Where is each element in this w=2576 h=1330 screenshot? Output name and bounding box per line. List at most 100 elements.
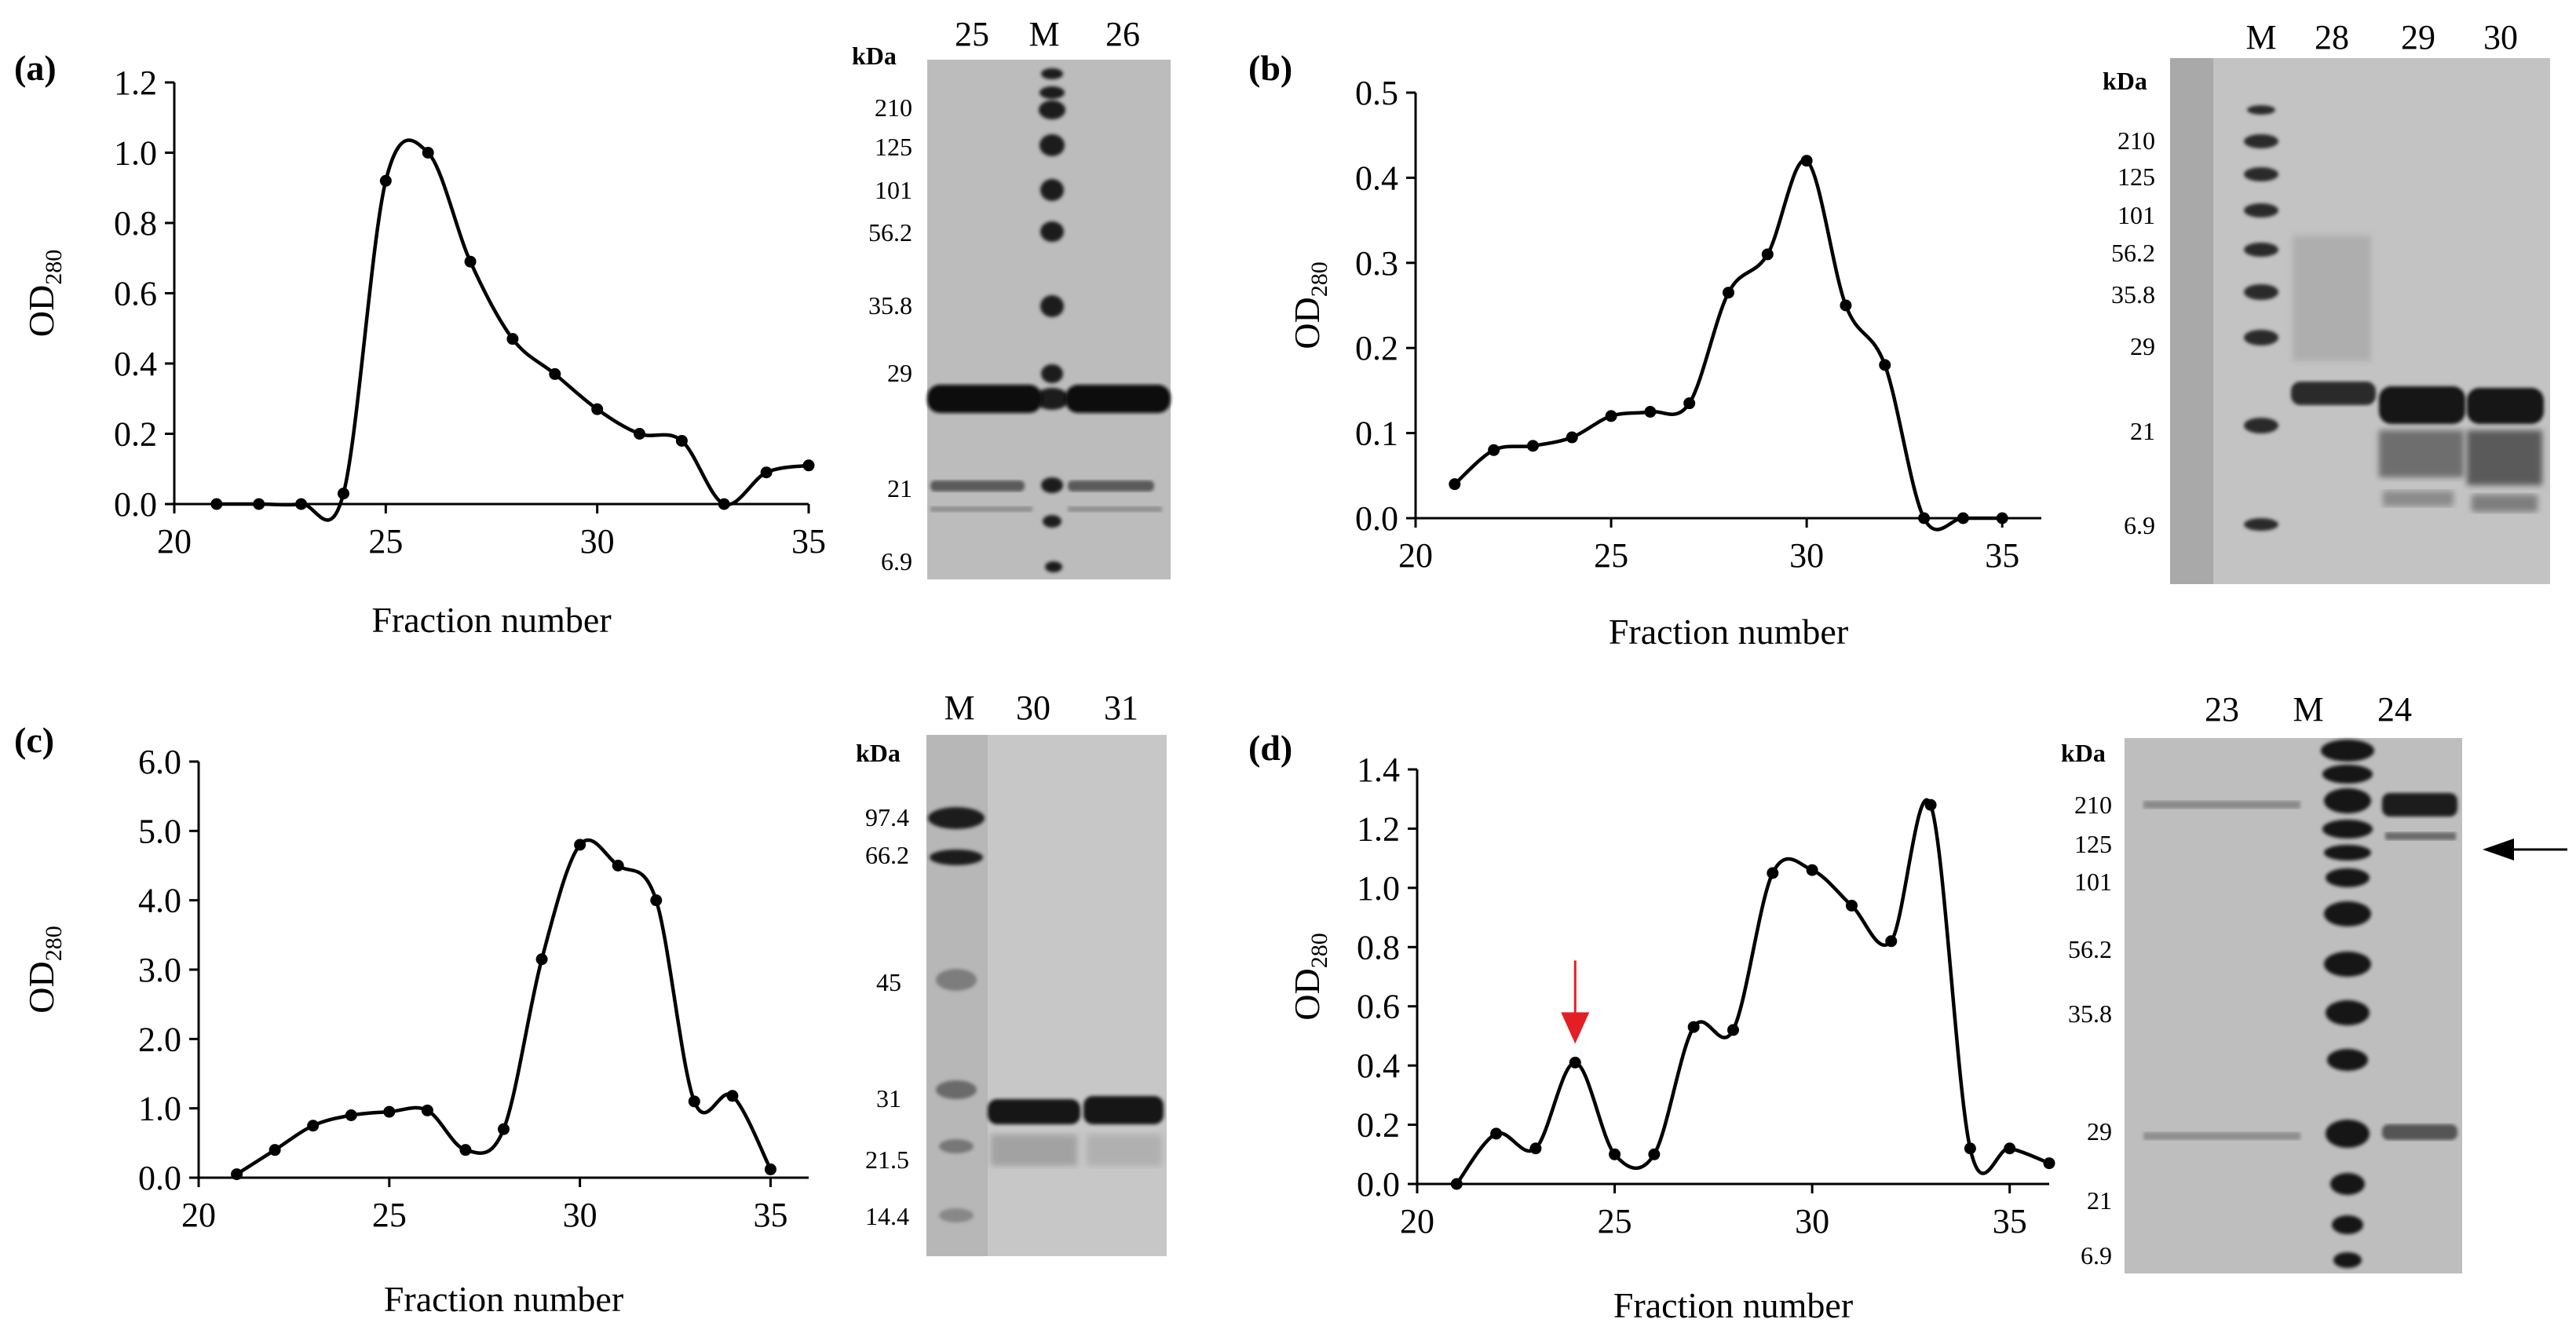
series-line [1453, 158, 2003, 532]
data-point [379, 174, 392, 187]
gel-c: kDa M 30 31 97.4 66.2 45 31 21.5 14.4 [856, 689, 1167, 1256]
data-point [1566, 431, 1578, 444]
data-point [1609, 1148, 1621, 1160]
y-tick-label: 0.2 [1357, 1106, 1400, 1145]
gel-d-band-arrow [2483, 839, 2567, 860]
gel-d-background [2125, 738, 2462, 1273]
x-tick-label: 25 [368, 522, 403, 561]
data-point [1806, 864, 1818, 876]
data-point [1800, 155, 1813, 167]
data-point [2043, 1157, 2055, 1170]
gel-c-mw-label: 31 [876, 1084, 901, 1113]
gel-d: kDa 23 M 24 210 125 101 56.2 35.8 29 21 … [2061, 690, 2567, 1273]
gel-d-mw-label: 21 [2087, 1186, 2112, 1215]
data-point [1845, 899, 1858, 912]
gel-c-lane-label-3: 31 [1104, 689, 1138, 727]
gel-d-mw-label: 125 [2074, 830, 2112, 858]
gel-b: kDa M 28 29 30 210 125 101 56.2 35.8 29 … [2103, 18, 2550, 584]
data-point [1885, 935, 1898, 948]
x-tick-label: 20 [1398, 536, 1433, 575]
data-point [1644, 406, 1657, 418]
data-point [675, 434, 688, 447]
gel-b-mw-label: 210 [2117, 126, 2155, 155]
y-tick-label: 6.0 [138, 743, 181, 781]
gel-a-kda-label: kDa [852, 42, 897, 70]
panel-label-b: (b) [1248, 48, 1292, 88]
data-point [1840, 299, 1852, 312]
gel-a-lane-label-2: M [1029, 15, 1059, 53]
y-tick-label: 1.0 [1357, 869, 1400, 908]
x-tick-label: 25 [1594, 536, 1628, 575]
y-tick-label: 0.2 [114, 415, 157, 454]
data-point [726, 1090, 739, 1102]
gel-d-mw-label: 101 [2074, 868, 2112, 896]
series-line [216, 138, 809, 522]
data-point [1569, 1056, 1581, 1069]
gel-b-lane-label-2: 28 [2315, 18, 2349, 57]
data-point [506, 333, 519, 345]
data-point [760, 466, 773, 479]
gel-d-marker-bands [2321, 740, 2374, 1268]
data-point [337, 488, 349, 500]
y-tick-label: 1.0 [114, 134, 157, 173]
gel-d-mw-label: 56.2 [2068, 935, 2112, 963]
x-axis-title: Fraction number [1609, 612, 1848, 652]
series-line [1455, 798, 2050, 1186]
x-axis-title: Fraction number [371, 600, 611, 640]
y-tick-label: 0.6 [1357, 988, 1400, 1026]
y-tick-label: 3.0 [138, 951, 181, 989]
x-tick-label: 20 [157, 522, 192, 561]
y-tick-label: 1.2 [114, 64, 157, 102]
x-tick-label: 30 [580, 522, 615, 561]
y-tick-label: 2.0 [138, 1020, 181, 1058]
gel-b-kda-label: kDa [2103, 67, 2147, 95]
y-tick-label: 0.3 [1355, 244, 1398, 283]
data-point [1488, 444, 1500, 456]
x-tick-label: 35 [1993, 1202, 2027, 1240]
y-tick-label: 0.0 [1357, 1165, 1400, 1204]
data-point [1761, 248, 1774, 261]
data-point [802, 459, 815, 472]
gel-b-lane-label-4: 30 [2483, 18, 2518, 57]
data-point [535, 953, 548, 966]
data-point [718, 498, 730, 510]
y-tick-label: 0.4 [114, 345, 157, 383]
gel-a: kDa 25 M 26 210 125 101 56.2 35.8 29 21 … [852, 15, 1171, 579]
data-point [231, 1168, 243, 1181]
data-point [1727, 1024, 1739, 1036]
data-point [422, 147, 434, 159]
y-tick-label: 0.8 [114, 204, 157, 243]
x-tick-label: 35 [791, 522, 826, 561]
data-point [1526, 440, 1539, 452]
x-tick-label: 20 [1400, 1202, 1434, 1240]
data-point [210, 498, 223, 510]
gel-a-mw-label: 101 [875, 176, 912, 204]
data-point [383, 1105, 396, 1118]
gel-b-mw-label: 29 [2130, 332, 2155, 360]
y-tick-label: 0.0 [114, 485, 157, 524]
data-point [1996, 512, 2008, 524]
data-point [1490, 1127, 1503, 1140]
y-tick-label: 0.6 [114, 275, 157, 313]
data-point [1957, 512, 1969, 524]
gel-b-mw-label: 35.8 [2111, 280, 2155, 309]
y-tick-label: 1.4 [1357, 751, 1400, 789]
x-tick-label: 25 [372, 1196, 407, 1234]
gel-d-lane-label-2: M [2293, 690, 2323, 729]
x-tick-label: 35 [753, 1196, 787, 1234]
gel-d-mw-label: 6.9 [2081, 1241, 2112, 1270]
gel-b-mw-label: 56.2 [2111, 239, 2155, 267]
x-tick-label: 30 [563, 1196, 597, 1234]
gel-c-mw-label: 97.4 [865, 803, 909, 831]
gel-b-mw-label: 101 [2117, 201, 2155, 229]
panel-label-d: (d) [1248, 728, 1292, 768]
x-axis-title: Fraction number [384, 1279, 623, 1319]
y-tick-label: 4.0 [138, 882, 181, 920]
y-tick-label: 0.2 [1355, 329, 1398, 367]
gel-a-lane-label-1: 25 [955, 15, 989, 53]
gel-a-mw-label: 21 [887, 474, 912, 502]
gel-c-mw-label: 66.2 [865, 841, 909, 869]
gel-d-kda-label: kDa [2061, 739, 2106, 767]
data-point [253, 498, 265, 510]
